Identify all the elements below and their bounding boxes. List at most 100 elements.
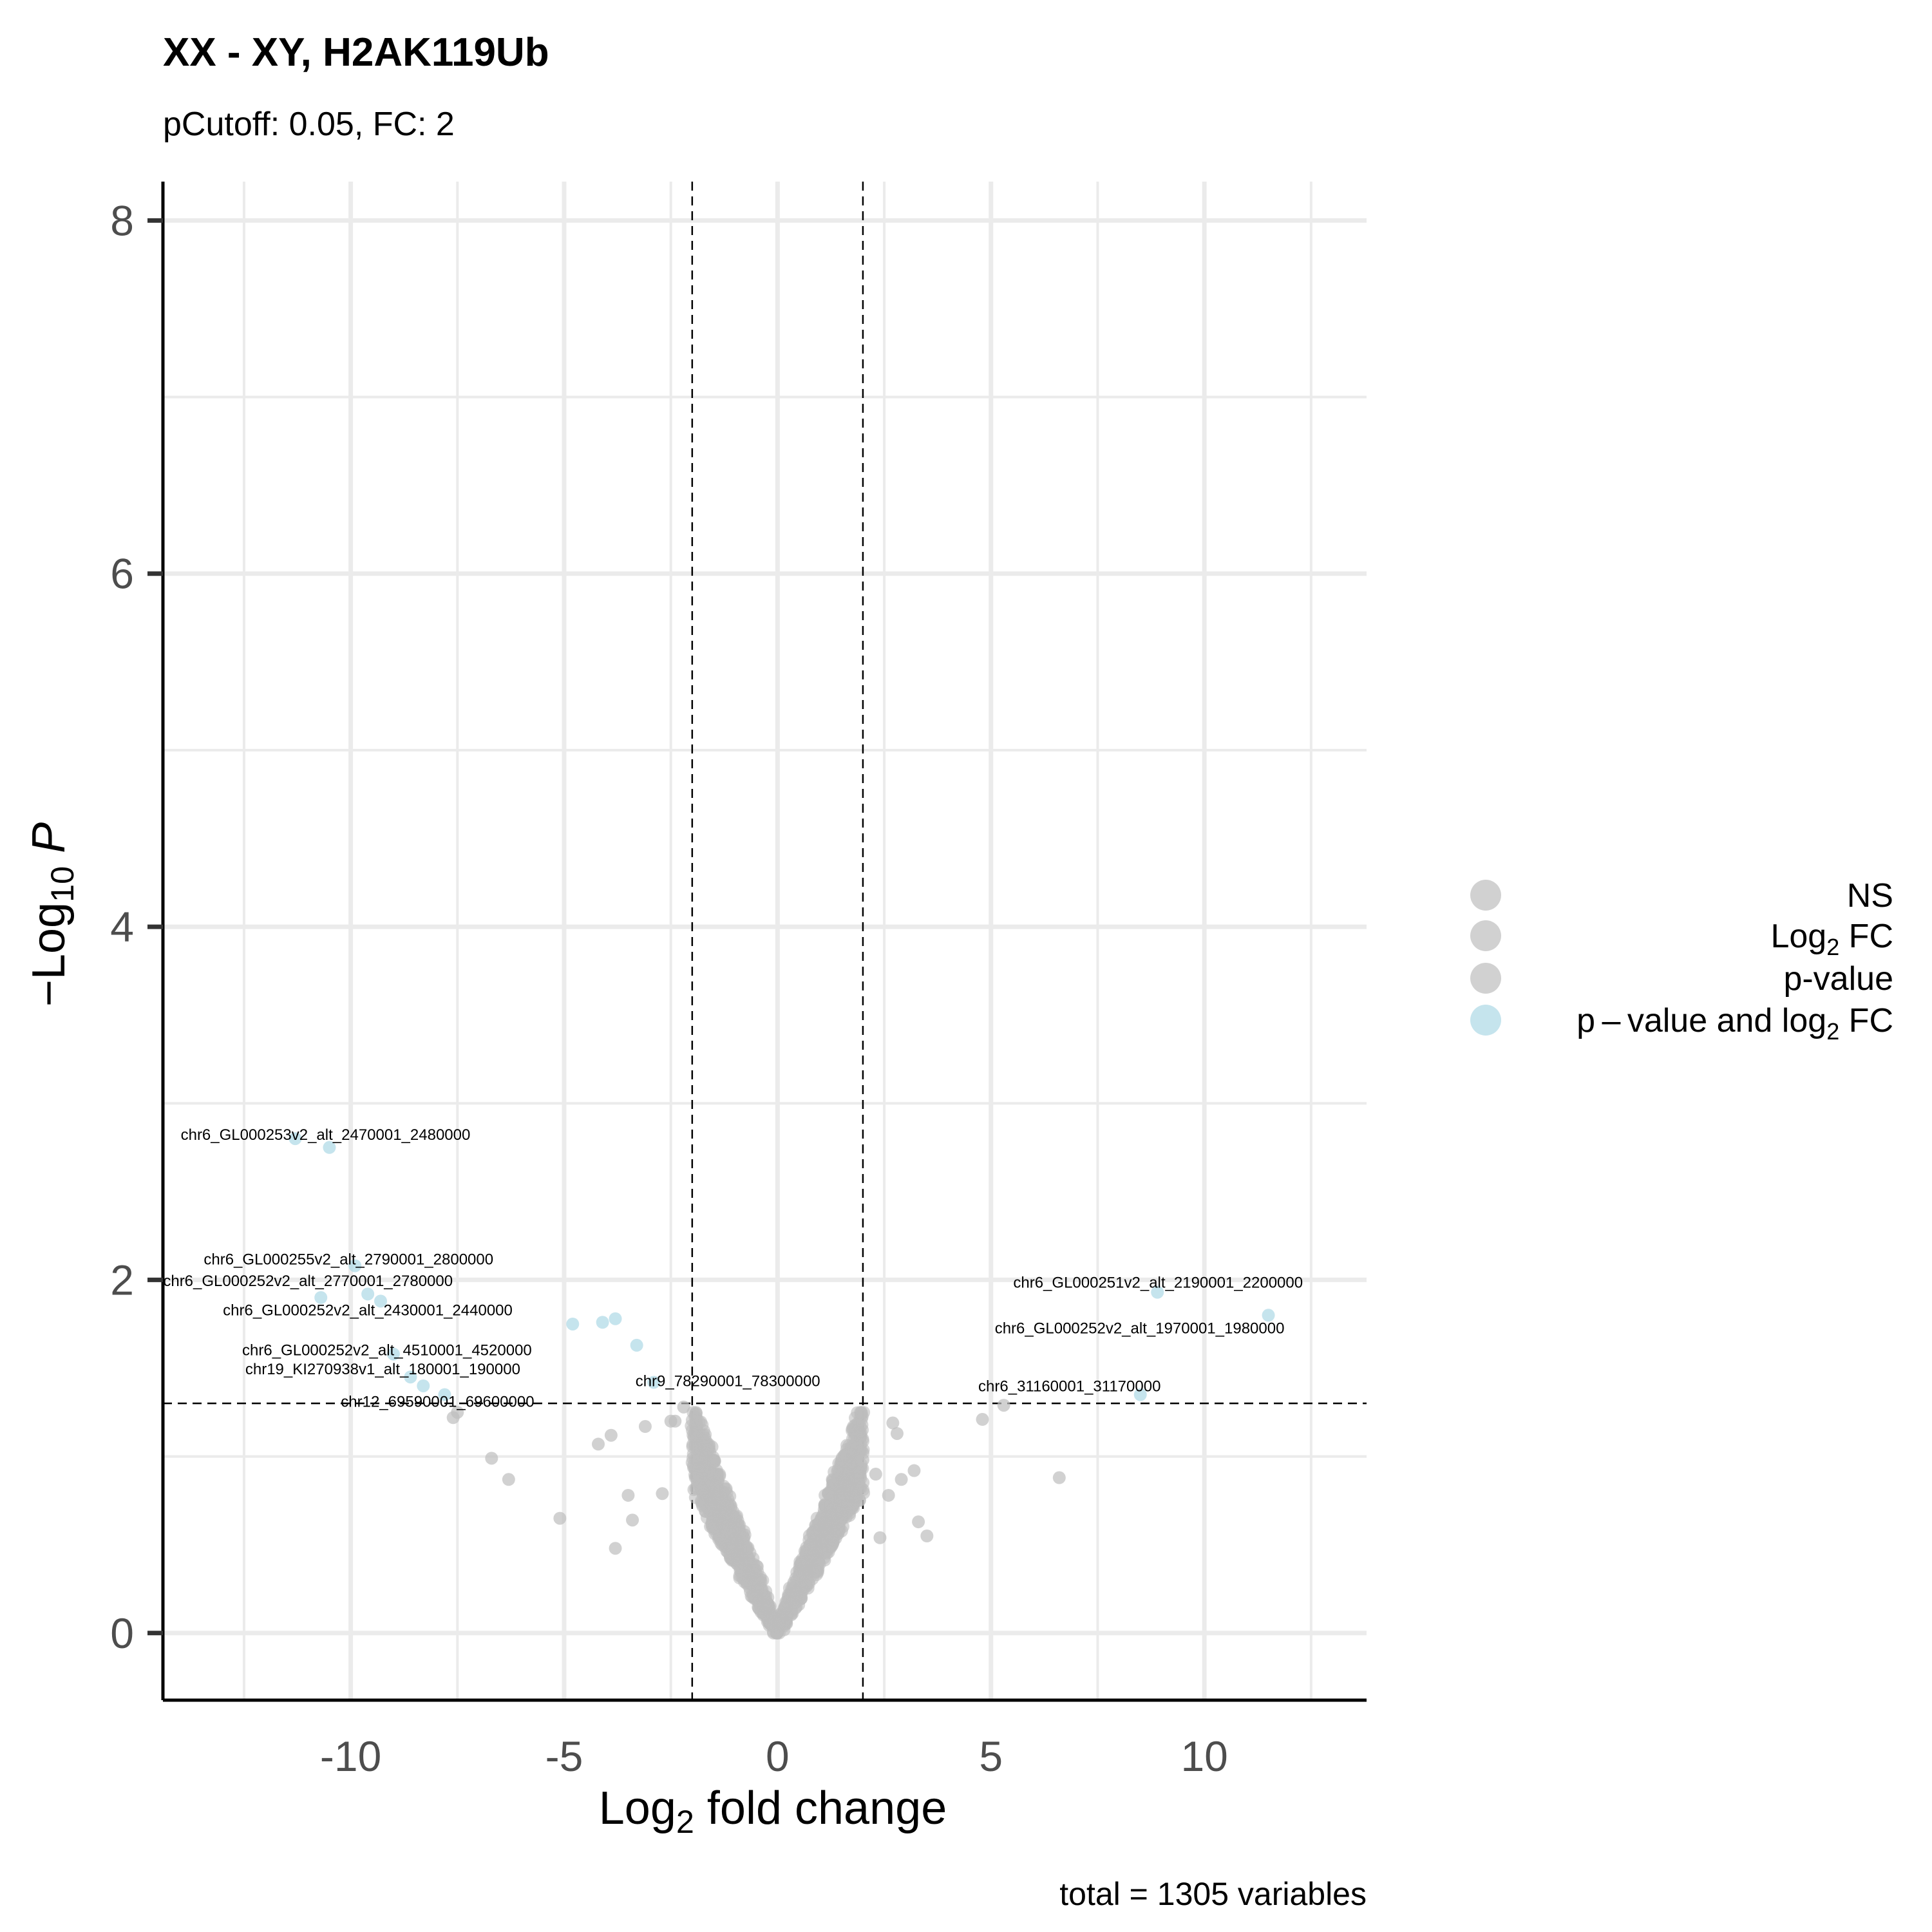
ns-point (751, 1573, 764, 1587)
point-label: chr6_GL000252v2_alt_2770001_2780000 (163, 1273, 453, 1290)
ns-point (728, 1511, 741, 1524)
ns-point (840, 1482, 854, 1496)
cutoff-lines (163, 182, 1367, 1700)
ns-point (792, 1569, 806, 1583)
caption: total = 1305 variables (1059, 1876, 1367, 1912)
ns-point (553, 1511, 567, 1525)
ns-point (750, 1560, 764, 1573)
ns-point (997, 1399, 1010, 1412)
tick-labels: -10 -5 0 5 10 0 2 4 6 8 (110, 196, 1228, 1780)
ns-point (831, 1465, 844, 1479)
y-axis-title: −Log10 P (23, 822, 80, 1007)
ns-point (694, 1456, 708, 1470)
ns-point (714, 1517, 727, 1531)
ns-point (820, 1526, 834, 1539)
point-label: chr6_GL000252v2_alt_4510001_4520000 (242, 1342, 532, 1359)
ns-point (890, 1426, 904, 1440)
x-axis-title: Log2 fold change (599, 1783, 947, 1840)
ns-point (699, 1442, 712, 1455)
significant-point (438, 1388, 451, 1401)
ns-point (788, 1580, 802, 1594)
ns-point (750, 1593, 764, 1607)
ns-point (604, 1428, 618, 1442)
ns-point (728, 1549, 741, 1562)
y-tick-label: 0 (110, 1609, 134, 1657)
ns-point (668, 1414, 682, 1428)
y-tick-label: 8 (110, 196, 134, 244)
legend-label: p – value and log2 FC (1577, 1002, 1893, 1045)
ns-point (822, 1487, 835, 1501)
point-label: chr19_KI270938v1_alt_180001_190000 (245, 1361, 520, 1378)
chart-title: XX - XY, H2AK119Ub (163, 30, 549, 75)
ns-point (815, 1510, 829, 1524)
ns-point (976, 1413, 989, 1426)
grid-lines (163, 182, 1367, 1700)
ns-point (690, 1481, 703, 1495)
ns-point (873, 1531, 887, 1544)
ns-point (739, 1573, 752, 1587)
ns-point (907, 1464, 921, 1477)
ns-point (485, 1452, 498, 1465)
point-label: chr9_78290001_78300000 (636, 1372, 820, 1390)
significant-point (1262, 1309, 1275, 1322)
ns-point (882, 1488, 895, 1502)
ns-point (696, 1497, 709, 1511)
ns-point (808, 1565, 822, 1578)
ns-point (621, 1488, 635, 1502)
legend-key (1470, 963, 1501, 994)
ns-point (912, 1515, 925, 1529)
point-label: chr6_GL000251v2_alt_2190001_2200000 (1013, 1274, 1303, 1292)
ns-point (789, 1595, 802, 1609)
legend-label: p-value (1783, 960, 1893, 998)
ns-point (856, 1454, 869, 1467)
significant-point (566, 1317, 580, 1331)
ns-point (704, 1477, 717, 1490)
ns-point (716, 1500, 730, 1513)
ns-point (656, 1487, 669, 1501)
ns-point (694, 1415, 708, 1428)
ns-point (690, 1469, 703, 1482)
significant-point (323, 1141, 336, 1154)
ns-point (869, 1468, 882, 1481)
ns-point (502, 1473, 515, 1486)
ns-point (855, 1406, 868, 1420)
significant-point (1133, 1388, 1147, 1401)
legend-label: NS (1847, 877, 1893, 914)
chart-subtitle: pCutoff: 0.05, FC: 2 (163, 106, 455, 143)
ns-point (824, 1498, 838, 1511)
ns-point (626, 1513, 639, 1527)
x-tick-label: 0 (766, 1732, 790, 1780)
axes (147, 182, 1367, 1702)
significant-point (596, 1316, 609, 1329)
ns-point (786, 1607, 799, 1620)
significant-point (647, 1376, 661, 1389)
ns-point (686, 1440, 699, 1454)
ns-point (738, 1528, 752, 1542)
point-label: chr12_69590001_69600000 (341, 1394, 534, 1411)
ns-point (733, 1560, 746, 1574)
legend-key (1470, 880, 1501, 911)
significant-point (417, 1379, 430, 1392)
y-tick-label: 4 (110, 903, 134, 951)
point-label: chr6_31160001_31170000 (978, 1378, 1160, 1396)
significant-point (348, 1259, 362, 1273)
ns-point (827, 1515, 840, 1529)
x-tick-label: 10 (1180, 1732, 1227, 1780)
ns-point (855, 1418, 869, 1432)
ns-point (920, 1530, 934, 1543)
point-label: chr6_GL000252v2_alt_1970001_1980000 (995, 1320, 1285, 1337)
legend-key (1470, 920, 1501, 951)
ns-point (763, 1600, 777, 1613)
ns-point (638, 1420, 652, 1434)
significant-point (314, 1291, 328, 1304)
ns-point (687, 1406, 700, 1419)
ns-point (886, 1416, 900, 1430)
significant-point (1151, 1285, 1164, 1299)
x-tick-label: -10 (320, 1732, 381, 1780)
legend-key (1470, 1005, 1501, 1036)
significant-point (374, 1294, 388, 1308)
significant-point (386, 1347, 400, 1361)
ns-point (1052, 1471, 1066, 1484)
ns-point (720, 1486, 734, 1500)
legend: NS Log2 FCp-value p – value and log2 FC (1470, 877, 1893, 1045)
